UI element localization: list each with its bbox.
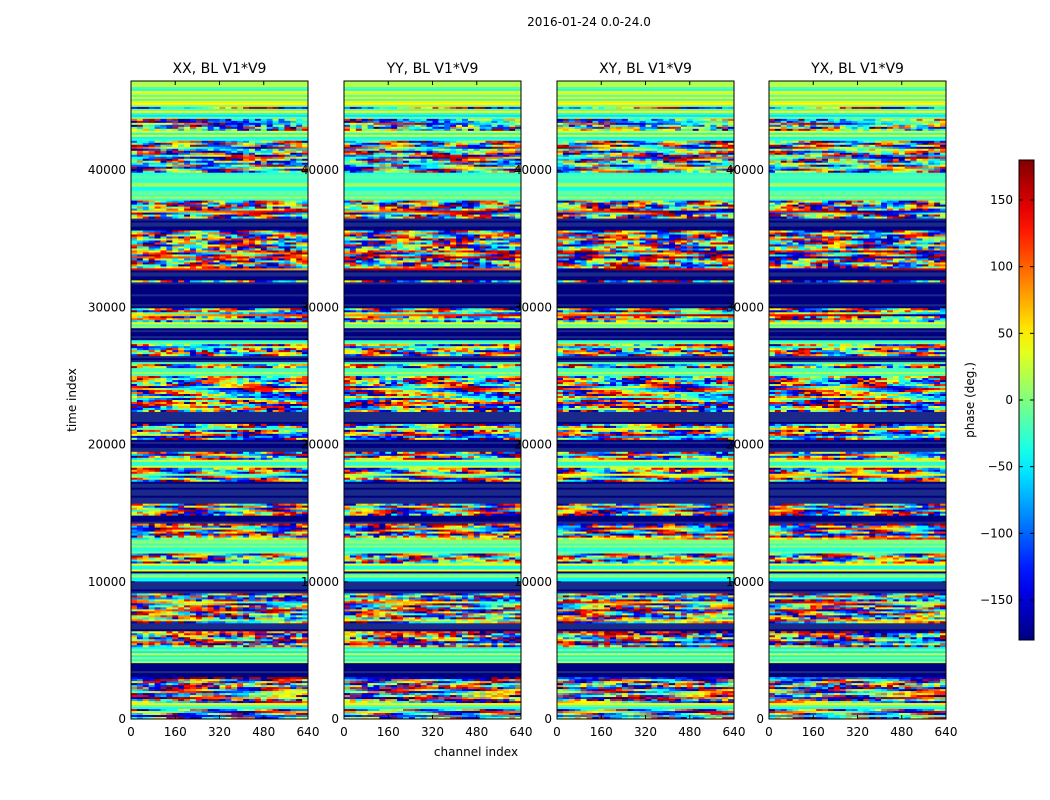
y-tick-label: 20000 xyxy=(301,438,339,452)
y-tick-label: 40000 xyxy=(88,163,126,177)
panel-title: XY, BL V1*V9 xyxy=(599,61,692,77)
x-tick-label: 160 xyxy=(590,725,613,739)
y-tick-label: 0 xyxy=(756,712,764,726)
y-tick-label: 30000 xyxy=(514,300,552,314)
heatmap-image xyxy=(344,81,521,719)
heatmap-panel: YX, BL V1*V9 0 160 320 480 640 0 10000 20000 3000… xyxy=(726,61,958,739)
y-tick-label: 10000 xyxy=(301,575,339,589)
y-tick-label: 10000 xyxy=(726,575,764,589)
x-tick-label: 160 xyxy=(802,725,825,739)
panel-title: YY, BL V1*V9 xyxy=(386,61,479,77)
x-tick-label: 640 xyxy=(723,725,746,739)
x-tick-label: 640 xyxy=(510,725,533,739)
heatmap-image xyxy=(131,81,308,719)
x-tick-label: 0 xyxy=(340,725,348,739)
x-tick-label: 320 xyxy=(846,725,869,739)
y-tick-label: 20000 xyxy=(726,438,764,452)
x-tick-label: 320 xyxy=(634,725,657,739)
x-tick-label: 640 xyxy=(297,725,320,739)
heatmap-panel: YY, BL V1*V9 0 160 320 480 640 0 10000 20000 3000… xyxy=(301,61,533,739)
panel-title: YX, BL V1*V9 xyxy=(810,61,904,77)
y-tick-label: 30000 xyxy=(301,300,339,314)
x-tick-label: 640 xyxy=(935,725,958,739)
x-tick-label: 480 xyxy=(678,725,701,739)
y-tick-label: 10000 xyxy=(88,575,126,589)
y-tick-label: 30000 xyxy=(88,300,126,314)
heatmap-panel: XY, BL V1*V9 0 160 320 480 640 0 10000 20000 3000… xyxy=(514,61,746,739)
heatmap-panel: XX, BL V1*V9 0 160 320 480 640 0 10000 20000 3000… xyxy=(88,61,320,739)
heatmap-image xyxy=(769,81,946,719)
x-tick-label: 480 xyxy=(465,725,488,739)
x-tick-label: 160 xyxy=(164,725,187,739)
y-tick-label: 30000 xyxy=(726,300,764,314)
x-tick-label: 0 xyxy=(765,725,773,739)
x-tick-label: 0 xyxy=(127,725,135,739)
colorbar-tick-label: 100 xyxy=(990,260,1013,274)
y-tick-label: 20000 xyxy=(88,438,126,452)
colorbar-tick-label: −50 xyxy=(988,460,1013,474)
y-tick-label: 40000 xyxy=(726,163,764,177)
colorbar-tick-label: −100 xyxy=(980,526,1013,540)
y-tick-label: 0 xyxy=(544,712,552,726)
colorbar-gradient xyxy=(1019,160,1034,640)
colorbar-tick-label: 150 xyxy=(990,193,1013,207)
colorbar-label: phase (deg.) xyxy=(963,362,977,438)
y-tick-label: 10000 xyxy=(514,575,552,589)
panels: XX, BL V1*V9 0 160 320 480 640 0 10000 20000 3000… xyxy=(88,61,958,739)
y-tick-label: 40000 xyxy=(301,163,339,177)
colorbar-tick-label: 50 xyxy=(998,326,1013,340)
colorbar-tick-label: −150 xyxy=(980,593,1013,607)
colorbar: −150 −100 −50 0 50 100 150 phase (deg.) xyxy=(963,159,1035,641)
y-tick-label: 0 xyxy=(118,712,126,726)
x-tick-label: 320 xyxy=(421,725,444,739)
x-tick-label: 160 xyxy=(377,725,400,739)
colorbar-tick-label: 0 xyxy=(1005,393,1013,407)
panel-title: XX, BL V1*V9 xyxy=(173,61,267,77)
x-tick-label: 480 xyxy=(252,725,275,739)
x-tick-label: 0 xyxy=(553,725,561,739)
x-axis-label: channel index xyxy=(434,745,518,759)
y-tick-label: 0 xyxy=(331,712,339,726)
y-tick-label: 20000 xyxy=(514,438,552,452)
x-tick-label: 480 xyxy=(890,725,913,739)
x-tick-label: 320 xyxy=(208,725,231,739)
figure-title: 2016-01-24 0.0-24.0 xyxy=(527,15,651,29)
y-axis-label: time index xyxy=(65,368,79,432)
heatmap-image xyxy=(557,81,734,719)
y-tick-label: 40000 xyxy=(514,163,552,177)
